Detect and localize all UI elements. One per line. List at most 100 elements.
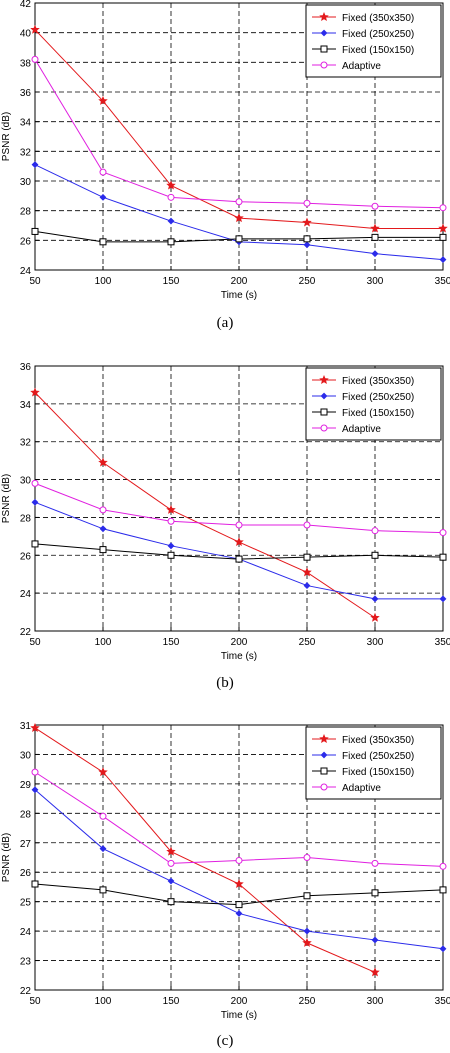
data-point bbox=[303, 521, 311, 529]
data-point bbox=[99, 238, 107, 246]
series-line bbox=[34, 392, 376, 619]
data-point bbox=[371, 202, 379, 210]
data-point bbox=[303, 199, 311, 207]
data-point bbox=[439, 529, 447, 537]
data-point bbox=[98, 767, 108, 777]
data-point bbox=[99, 525, 107, 533]
data-point bbox=[31, 786, 39, 794]
data-point bbox=[303, 854, 311, 861]
legend-label: Fixed (250x250) bbox=[342, 751, 414, 762]
y-tick-label: 40 bbox=[20, 29, 32, 40]
data-point bbox=[371, 936, 379, 944]
data-point bbox=[30, 24, 40, 34]
data-point bbox=[31, 227, 39, 235]
y-tick-label: 34 bbox=[20, 400, 32, 411]
y-tick-label: 27 bbox=[20, 839, 32, 850]
data-point bbox=[167, 217, 175, 225]
data-point bbox=[234, 537, 244, 547]
x-tick-label: 100 bbox=[95, 637, 112, 648]
legend: Fixed (350x350) Fixed (250x250) Fixed (150… bbox=[305, 4, 442, 78]
y-tick-label: 28 bbox=[20, 207, 32, 218]
x-axis-label: Time (s) bbox=[221, 1010, 257, 1021]
y-tick-label: 26 bbox=[20, 868, 32, 879]
data-point bbox=[99, 845, 107, 853]
legend-marker bbox=[320, 751, 328, 759]
x-tick-label: 100 bbox=[95, 996, 112, 1007]
x-tick-label: 300 bbox=[367, 996, 384, 1007]
x-tick-label: 200 bbox=[231, 996, 248, 1007]
x-tick-label: 50 bbox=[29, 276, 41, 287]
data-point bbox=[439, 595, 447, 603]
data-point bbox=[303, 235, 311, 243]
data-point bbox=[235, 235, 243, 243]
y-tick-label: 23 bbox=[20, 957, 32, 968]
series-line bbox=[34, 727, 376, 973]
data-point bbox=[235, 521, 243, 529]
data-point bbox=[98, 95, 108, 105]
y-tick-label: 22 bbox=[20, 627, 32, 638]
data-point bbox=[166, 504, 176, 514]
legend: Fixed (350x350) Fixed (250x250) Fixed (150… bbox=[305, 367, 442, 441]
data-point bbox=[370, 612, 380, 622]
y-tick-label: 42 bbox=[20, 0, 32, 10]
y-tick-label: 24 bbox=[20, 927, 32, 938]
data-point bbox=[235, 901, 243, 909]
x-tick-label: 50 bbox=[29, 996, 41, 1007]
data-point bbox=[31, 768, 39, 776]
data-point bbox=[167, 193, 175, 201]
x-tick-label: 50 bbox=[29, 637, 41, 648]
y-axis-label: PSNR (dB) bbox=[1, 833, 12, 882]
legend-marker bbox=[320, 45, 328, 53]
legend-marker bbox=[320, 767, 328, 775]
data-point bbox=[235, 910, 243, 917]
data-point bbox=[167, 877, 175, 885]
data-point bbox=[166, 846, 176, 856]
y-tick-label: 36 bbox=[20, 362, 32, 373]
data-point bbox=[438, 223, 448, 233]
legend-label: Fixed (350x350) bbox=[342, 376, 414, 387]
y-tick-label: 38 bbox=[20, 58, 32, 69]
y-tick-label: 29 bbox=[20, 780, 32, 791]
legend-marker bbox=[319, 12, 329, 22]
data-point bbox=[167, 898, 175, 906]
data-point bbox=[371, 595, 379, 603]
data-point bbox=[303, 553, 311, 561]
legend-label: Fixed (350x350) bbox=[342, 13, 414, 24]
data-point bbox=[99, 506, 107, 514]
x-tick-label: 350 bbox=[435, 276, 450, 287]
panel-caption: (a) bbox=[217, 315, 234, 331]
y-tick-label: 26 bbox=[20, 551, 32, 562]
data-point bbox=[235, 198, 243, 206]
data-point bbox=[98, 457, 108, 467]
x-tick-label: 100 bbox=[95, 276, 112, 287]
data-point bbox=[370, 967, 380, 977]
legend: Fixed (350x350) Fixed (250x250) Fixed (150… bbox=[305, 726, 442, 800]
y-tick-label: 24 bbox=[20, 589, 32, 600]
data-point bbox=[302, 217, 312, 227]
data-point bbox=[167, 542, 175, 550]
data-point bbox=[439, 945, 447, 953]
data-point bbox=[303, 582, 311, 589]
data-point bbox=[371, 233, 379, 241]
y-tick-label: 28 bbox=[20, 809, 32, 820]
data-point bbox=[370, 223, 380, 233]
data-point bbox=[234, 213, 244, 223]
legend-label: Fixed (150x150) bbox=[342, 45, 414, 56]
data-point bbox=[371, 889, 379, 897]
data-point bbox=[167, 517, 175, 525]
data-point bbox=[302, 567, 312, 577]
y-tick-label: 31 bbox=[20, 721, 32, 732]
data-point bbox=[302, 937, 312, 947]
legend-label: Fixed (150x150) bbox=[342, 767, 414, 778]
legend-marker bbox=[320, 408, 328, 416]
y-tick-label: 25 bbox=[20, 898, 32, 909]
legend-label: Adaptive bbox=[342, 783, 381, 794]
x-tick-label: 300 bbox=[367, 637, 384, 648]
x-tick-label: 250 bbox=[299, 276, 316, 287]
data-point bbox=[439, 204, 447, 212]
data-point bbox=[234, 879, 244, 889]
legend-marker bbox=[320, 29, 328, 37]
data-point bbox=[235, 856, 243, 864]
legend-marker bbox=[320, 61, 328, 69]
data-point bbox=[30, 387, 40, 397]
